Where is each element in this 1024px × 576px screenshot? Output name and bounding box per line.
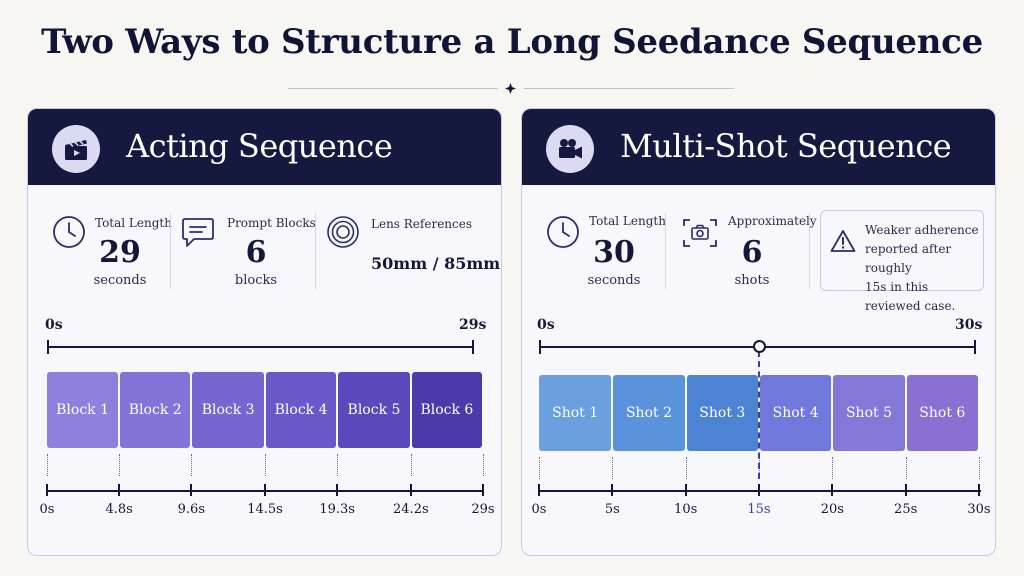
timeline-end-cap [974, 340, 976, 354]
total-length-label: Total Length [589, 214, 666, 228]
speech-bubble-icon [182, 218, 214, 247]
warning-line: Weaker adherence [865, 223, 979, 237]
video-camera-icon [546, 125, 594, 173]
page-title: Two Ways to Structure a Long Seedance Se… [41, 22, 983, 62]
timeline-start-cap [47, 340, 49, 354]
clapperboard-icon [52, 125, 100, 173]
acting-tick-guide [47, 454, 48, 476]
timeline-start-label: 0s [45, 317, 63, 333]
timeline-start-cap [539, 340, 541, 354]
acting-tick-guide [191, 454, 193, 476]
warning-callout: Weaker adherence reported after roughly … [820, 210, 984, 313]
tick-axis [539, 490, 981, 492]
panel-header: Multi-Shot Sequence [522, 109, 995, 185]
lens-icon [327, 216, 359, 248]
multishot-tick-guide [539, 457, 540, 479]
diamond-icon [505, 83, 516, 94]
timeline-start-label: 0s [537, 317, 555, 333]
multishot-segment-3: Shot 3 [686, 375, 758, 451]
total-length-unit: seconds [587, 273, 641, 288]
multishot-segment-1: Shot 1 [539, 375, 612, 451]
multishot-marker-dot [752, 340, 766, 353]
acting-tick-label: 29s [471, 502, 495, 517]
total-length-value: 30 [593, 235, 635, 270]
stat-separator [315, 213, 316, 289]
clock-icon [547, 216, 579, 248]
multishot-tick-label: 15s [747, 502, 771, 517]
multishot-tick-label: 25s [894, 502, 918, 517]
panel-header: Acting Sequence [28, 109, 501, 185]
acting-sequence-panel: Acting Sequence Total Length 29 seconds … [27, 108, 502, 556]
multishot-tick-label: 20s [820, 502, 844, 517]
multishot-tick-label: 10s [674, 502, 698, 517]
multishot-tick-label: 30s [967, 502, 991, 517]
acting-tick-guide [119, 454, 121, 476]
multishot-segment-5: Shot 5 [833, 375, 905, 451]
multishot-tick-guide [979, 457, 980, 479]
shots-label: Approximately [728, 214, 817, 228]
multishot-tick-guide [612, 457, 614, 479]
clock-icon [53, 216, 85, 248]
multishot-tick-guide [905, 457, 907, 479]
acting-tick-label: 9.6s [177, 502, 205, 517]
lens-references-label: Lens References [371, 217, 472, 231]
stat-separator [809, 213, 810, 289]
multi-shot-sequence-panel: Multi-Shot Sequence Total Length 30 seco… [521, 108, 996, 556]
multishot-tick-guide [685, 457, 687, 479]
multishot-tick-guide [832, 457, 834, 479]
acting-segment-1: Block 1 [47, 372, 119, 448]
multishot-segment-2: Shot 2 [613, 375, 685, 451]
title-divider-left [288, 88, 498, 89]
acting-segment-4: Block 4 [266, 372, 337, 448]
multishot-segment-4: Shot 4 [760, 375, 832, 451]
acting-tick-guide [410, 454, 412, 476]
stat-separator [665, 213, 666, 289]
total-length-value: 29 [99, 235, 141, 270]
timeline-axis [47, 346, 474, 348]
acting-tick-guide [265, 454, 266, 476]
panel-title: Acting Sequence [126, 127, 393, 165]
shots-unit: shots [734, 273, 770, 288]
multishot-tick-label: 5s [604, 502, 620, 517]
prompt-blocks-unit: blocks [234, 273, 278, 288]
acting-tick-label: 14.5s [247, 502, 283, 517]
tick-axis [47, 490, 484, 492]
timeline-end-label: 29s [459, 317, 487, 333]
acting-tick-label: 19.3s [319, 502, 355, 517]
acting-segment-3: Block 3 [192, 372, 264, 448]
acting-tick-label: 4.8s [105, 502, 133, 517]
warning-text: Weaker adherence reported after roughly … [865, 221, 983, 316]
stat-separator [170, 213, 171, 289]
multishot-tick-label: 0s [531, 502, 547, 517]
multishot-segment-6: Shot 6 [906, 375, 978, 451]
warning-icon [830, 230, 856, 252]
acting-tick-guide [483, 454, 484, 476]
panel-title: Multi-Shot Sequence [620, 127, 952, 165]
acting-tick-guide [337, 454, 339, 476]
total-length-unit: seconds [93, 273, 147, 288]
shots-value: 6 [741, 235, 763, 270]
timeline-end-cap [472, 340, 474, 354]
title-divider-right [524, 88, 734, 89]
prompt-blocks-label: Prompt Blocks [227, 216, 316, 230]
lens-references-value: 50mm / 85mm [371, 254, 501, 273]
acting-tick-label: 24.2s [393, 502, 429, 517]
total-length-label: Total Length [95, 216, 172, 230]
acting-segment-6: Block 6 [411, 372, 482, 448]
warning-line: reported after roughly [865, 242, 952, 275]
acting-tick-label: 0s [39, 502, 55, 517]
acting-segment-5: Block 5 [338, 372, 410, 448]
prompt-blocks-value: 6 [245, 235, 267, 270]
acting-segment-2: Block 2 [120, 372, 191, 448]
camera-focus-icon [683, 219, 717, 247]
warning-line: 15s in this reviewed case. [865, 280, 956, 313]
multishot-marker-line [758, 351, 760, 479]
timeline-end-label: 30s [955, 317, 983, 333]
